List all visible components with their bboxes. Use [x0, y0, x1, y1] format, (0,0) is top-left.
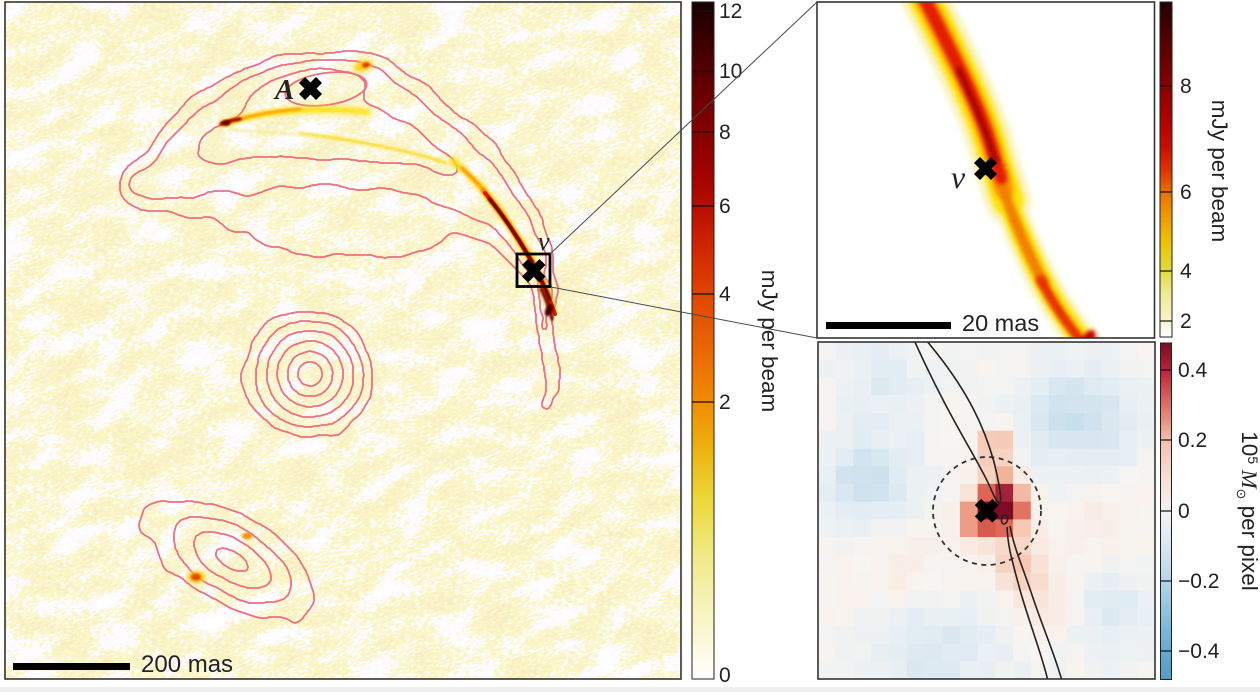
- svg-text:20 mas: 20 mas: [962, 310, 1039, 336]
- svg-text:ν: ν: [951, 159, 966, 195]
- svg-text:mJy per beam: mJy per beam: [757, 270, 782, 413]
- svg-text:2: 2: [1180, 310, 1192, 333]
- svg-text:0: 0: [719, 664, 731, 687]
- svg-text:ν: ν: [538, 227, 550, 256]
- svg-text:10: 10: [719, 60, 742, 83]
- svg-text:200 mas: 200 mas: [141, 651, 233, 678]
- svg-text:A: A: [273, 74, 294, 106]
- svg-text:−0.2: −0.2: [1178, 570, 1219, 593]
- svg-text:105 M⊙ per pixel: 105 M⊙ per pixel: [1234, 431, 1260, 590]
- svg-text:8: 8: [1180, 75, 1192, 98]
- svg-text:4: 4: [1180, 260, 1192, 283]
- svg-text:0.4: 0.4: [1178, 359, 1208, 382]
- svg-text:6: 6: [1180, 181, 1192, 204]
- svg-text:−0.4: −0.4: [1178, 640, 1220, 663]
- svg-text:mJy per beam: mJy per beam: [1207, 100, 1232, 243]
- svg-text:0: 0: [1178, 500, 1190, 523]
- svg-text:2: 2: [719, 391, 731, 414]
- svg-text:12: 12: [719, 0, 742, 23]
- svg-text:0.2: 0.2: [1178, 429, 1207, 452]
- svg-text:6: 6: [719, 195, 731, 218]
- svg-text:4: 4: [719, 283, 731, 306]
- svg-text:8: 8: [719, 121, 731, 144]
